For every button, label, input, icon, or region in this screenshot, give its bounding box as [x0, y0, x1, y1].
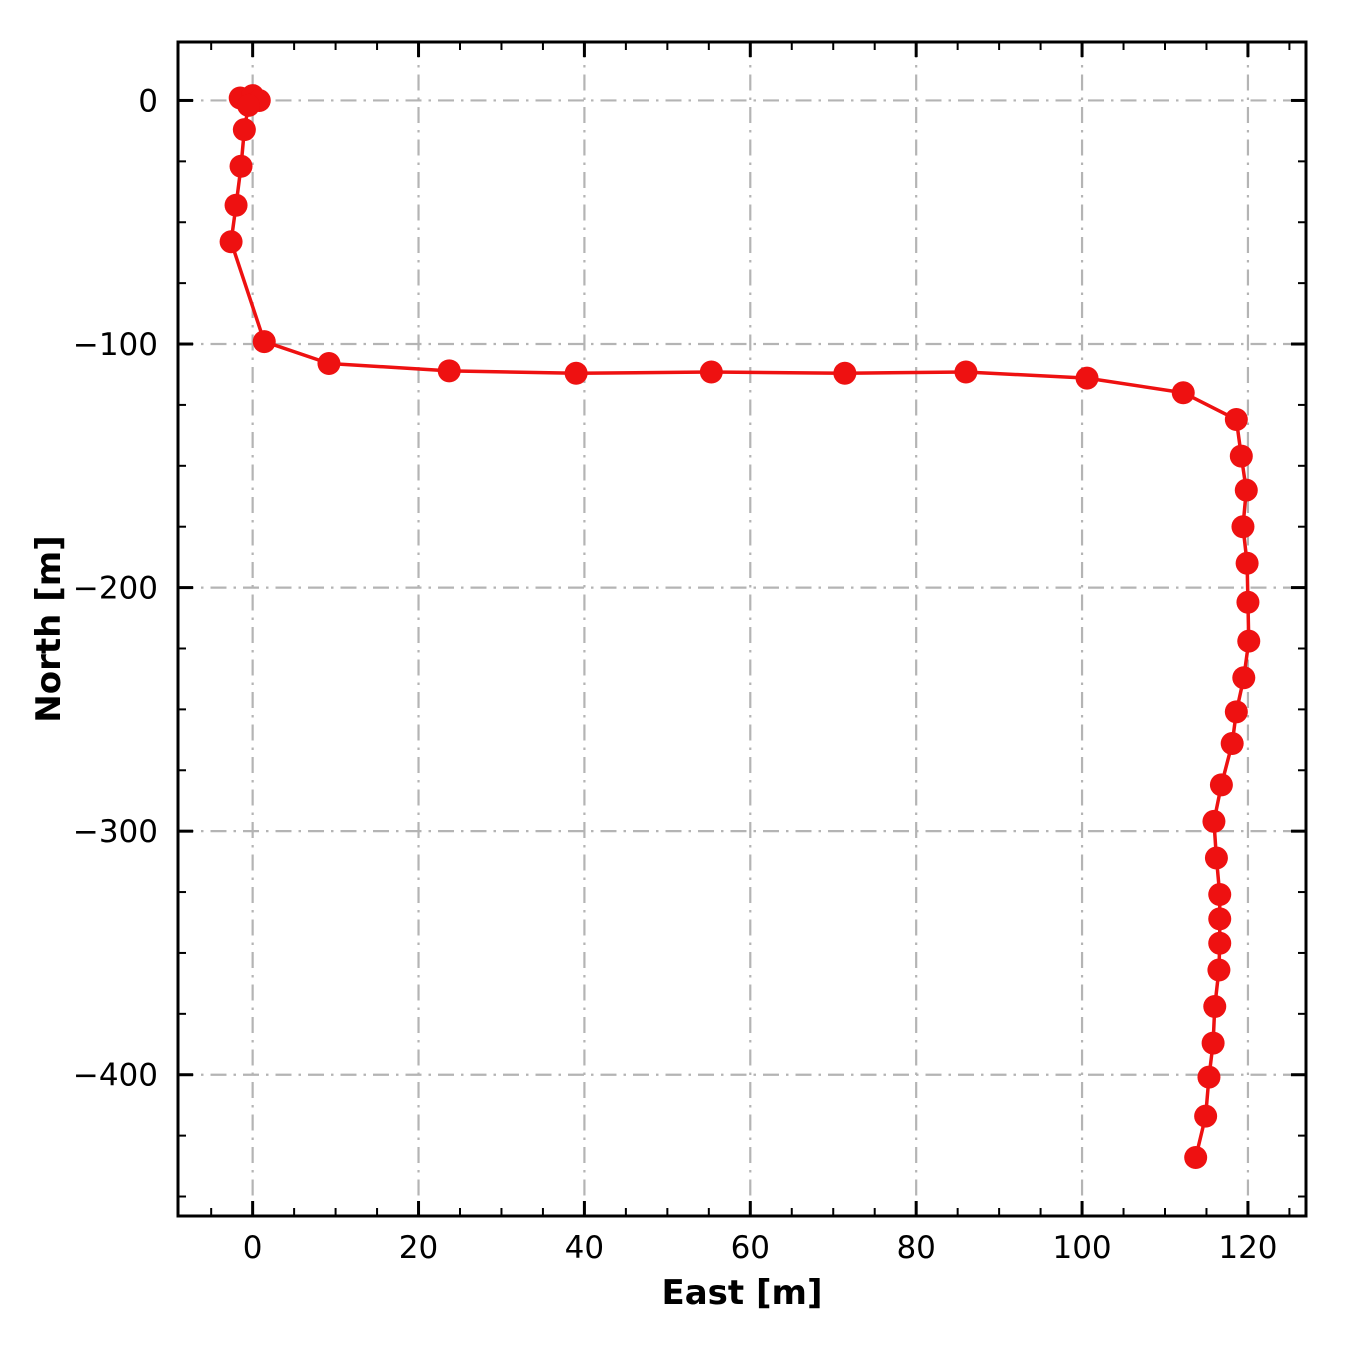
- x-tick-label: 60: [731, 1230, 770, 1266]
- trajectory-point: [1197, 1065, 1221, 1089]
- trajectory-point: [699, 360, 723, 384]
- trajectory-point: [1207, 958, 1231, 982]
- x-tick-label: 100: [1052, 1230, 1111, 1266]
- y-axis-label: North [m]: [29, 535, 69, 722]
- trajectory-line: [229, 93, 1251, 1160]
- tick-labels: 0 20 40 60 80 100 120 0 −100 −200 −300 −400: [73, 83, 1278, 1266]
- trajectory-point: [224, 193, 248, 217]
- trajectory-point: [1194, 1104, 1218, 1128]
- y-tick-label: −400: [73, 1058, 158, 1094]
- y-tick-label: −300: [73, 814, 158, 850]
- x-tick-label: 120: [1218, 1230, 1277, 1266]
- trajectory-point: [219, 230, 243, 254]
- trajectory-point: [1231, 515, 1255, 539]
- trajectory-point: [1220, 731, 1244, 755]
- trajectory-point: [252, 330, 276, 354]
- trajectory-point: [1232, 666, 1256, 690]
- y-tick-label: −100: [73, 327, 158, 363]
- x-tick-label: 20: [399, 1230, 438, 1266]
- x-axis-label: East [m]: [661, 1273, 822, 1313]
- x-tick-label: 0: [243, 1230, 263, 1266]
- trajectory-point: [1201, 1031, 1225, 1055]
- trajectory-point: [954, 360, 978, 384]
- trajectory-point: [1229, 444, 1253, 468]
- trajectory-point: [1224, 408, 1248, 432]
- trajectory-point: [1209, 773, 1233, 797]
- trajectory-point: [1202, 809, 1226, 833]
- grid-lines: [178, 42, 1306, 1216]
- trajectory-point: [317, 352, 341, 376]
- trajectory-point: [1237, 629, 1261, 653]
- trajectory-point: [1236, 590, 1260, 614]
- trajectory-point: [1208, 907, 1232, 931]
- trajectory-point: [1208, 882, 1232, 906]
- trajectory-point: [1234, 478, 1258, 502]
- x-tick-label: 40: [565, 1230, 604, 1266]
- plot-border: [176, 40, 1308, 1218]
- trajectory-point: [1184, 1146, 1208, 1170]
- trajectory-series: [219, 84, 1261, 1170]
- axis-ticks: [178, 42, 1306, 1216]
- trajectory-point: [1204, 846, 1228, 870]
- x-tick-label: 80: [896, 1230, 935, 1266]
- trajectory-point: [232, 118, 256, 142]
- y-tick-label: 0: [138, 83, 158, 119]
- trajectory-point: [1203, 995, 1227, 1019]
- trajectory-point: [1235, 551, 1259, 575]
- trajectory-point: [1075, 366, 1099, 390]
- trajectory-point: [1171, 381, 1195, 405]
- y-tick-label: −200: [73, 571, 158, 607]
- trajectory-point: [237, 93, 260, 117]
- trajectory-point: [833, 361, 857, 385]
- trajectory-point: [564, 361, 588, 385]
- trajectory-point: [1208, 931, 1232, 955]
- trajectory-point: [1224, 700, 1248, 724]
- trajectory-point: [437, 359, 461, 383]
- trajectory-point: [229, 154, 253, 178]
